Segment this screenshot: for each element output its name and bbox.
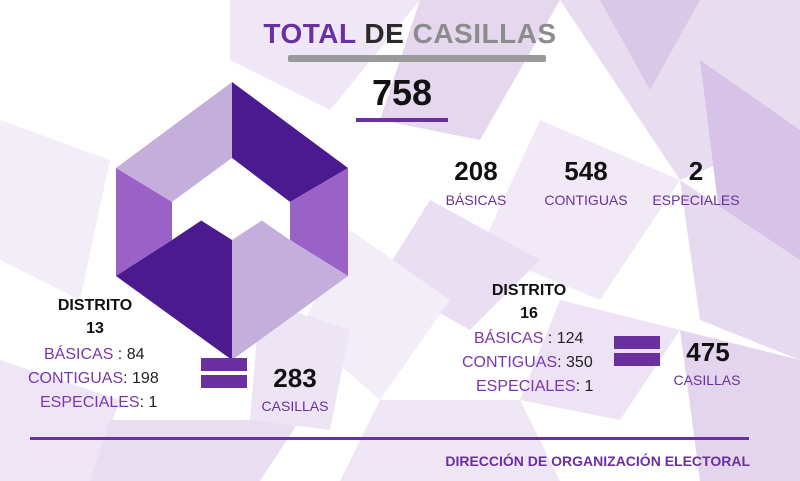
cube-face <box>116 82 232 202</box>
row-value: 124 <box>556 330 584 347</box>
district16-total-label: CASILLAS <box>673 372 741 388</box>
row-label: CONTIGUAS <box>28 370 124 387</box>
equals-bar <box>614 353 660 366</box>
title-total: TOTAL <box>263 18 357 49</box>
footer-text: DIRECCIÓN DE ORGANIZACIÓN ELECTORAL <box>445 453 750 469</box>
district13-number: 13 <box>86 320 104 337</box>
row-value: 198 <box>132 370 159 387</box>
district13-heading: DISTRITO <box>57 297 133 314</box>
title-de: DE <box>356 18 413 49</box>
row-value: 350 <box>566 354 593 371</box>
bg-shape <box>250 300 350 430</box>
district13-total-label: CASILLAS <box>261 398 329 414</box>
district13-row-basicas: BÁSICAS : 84 <box>44 346 145 364</box>
total-underline <box>356 118 448 122</box>
bg-shape <box>0 360 120 481</box>
cube-face <box>116 200 232 360</box>
summary-especiales-value: 2 <box>688 156 704 186</box>
bg-shape <box>520 300 680 420</box>
district16-total: 475 <box>686 337 730 367</box>
footer-divider <box>30 437 749 440</box>
summary-contiguas-value: 548 <box>564 156 608 186</box>
equals-bar <box>614 336 660 349</box>
page-title: TOTAL DE CASILLAS <box>0 18 800 50</box>
row-value: 1 <box>584 378 594 395</box>
row-sep: : <box>557 354 567 371</box>
row-sep: : <box>113 346 127 363</box>
district13-total: 283 <box>273 363 317 393</box>
bg-shape <box>380 0 560 140</box>
summary-especiales-label: ESPECIALES <box>652 192 740 208</box>
summary-basicas-value: 208 <box>454 156 498 186</box>
district13-row-contiguas: CONTIGUAS: 198 <box>28 370 159 388</box>
district16-row-basicas: BÁSICAS : 124 <box>474 330 583 348</box>
total-value: 758 <box>371 72 433 113</box>
row-label: CONTIGUAS <box>462 354 558 371</box>
row-sep: : <box>139 394 149 411</box>
district16-equals-sign <box>614 336 660 366</box>
title-casillas: CASILLAS <box>412 18 557 49</box>
row-sep: : <box>575 378 585 395</box>
row-label: BÁSICAS <box>474 330 544 347</box>
cube-face <box>232 82 348 202</box>
row-value: 1 <box>148 394 158 411</box>
district13-equals-sign <box>201 358 247 388</box>
cube-face <box>232 200 348 360</box>
summary-contiguas-label: CONTIGUAS <box>544 192 628 208</box>
district16-number: 16 <box>520 305 538 322</box>
bg-shape <box>340 400 560 481</box>
bg-shape <box>680 330 800 481</box>
district16-heading: DISTRITO <box>491 282 567 299</box>
row-sep: : <box>543 330 557 347</box>
equals-bar <box>201 375 247 388</box>
cube-center <box>172 158 290 240</box>
row-label: ESPECIALES <box>476 378 576 395</box>
equals-bar <box>201 358 247 371</box>
row-label: ESPECIALES <box>40 394 140 411</box>
row-sep: : <box>123 370 133 387</box>
bg-shape <box>0 120 110 300</box>
bg-shape <box>600 0 700 90</box>
title-underline <box>288 55 546 62</box>
bg-shape <box>90 420 300 481</box>
district13-row-especiales: ESPECIALES: 1 <box>40 394 157 412</box>
district16-row-contiguas: CONTIGUAS: 350 <box>462 354 593 372</box>
bg-shape <box>680 180 800 360</box>
district16-row-especiales: ESPECIALES: 1 <box>476 378 593 396</box>
row-value: 84 <box>126 346 145 363</box>
row-label: BÁSICAS <box>44 346 114 363</box>
summary-basicas-label: BÁSICAS <box>445 192 507 208</box>
